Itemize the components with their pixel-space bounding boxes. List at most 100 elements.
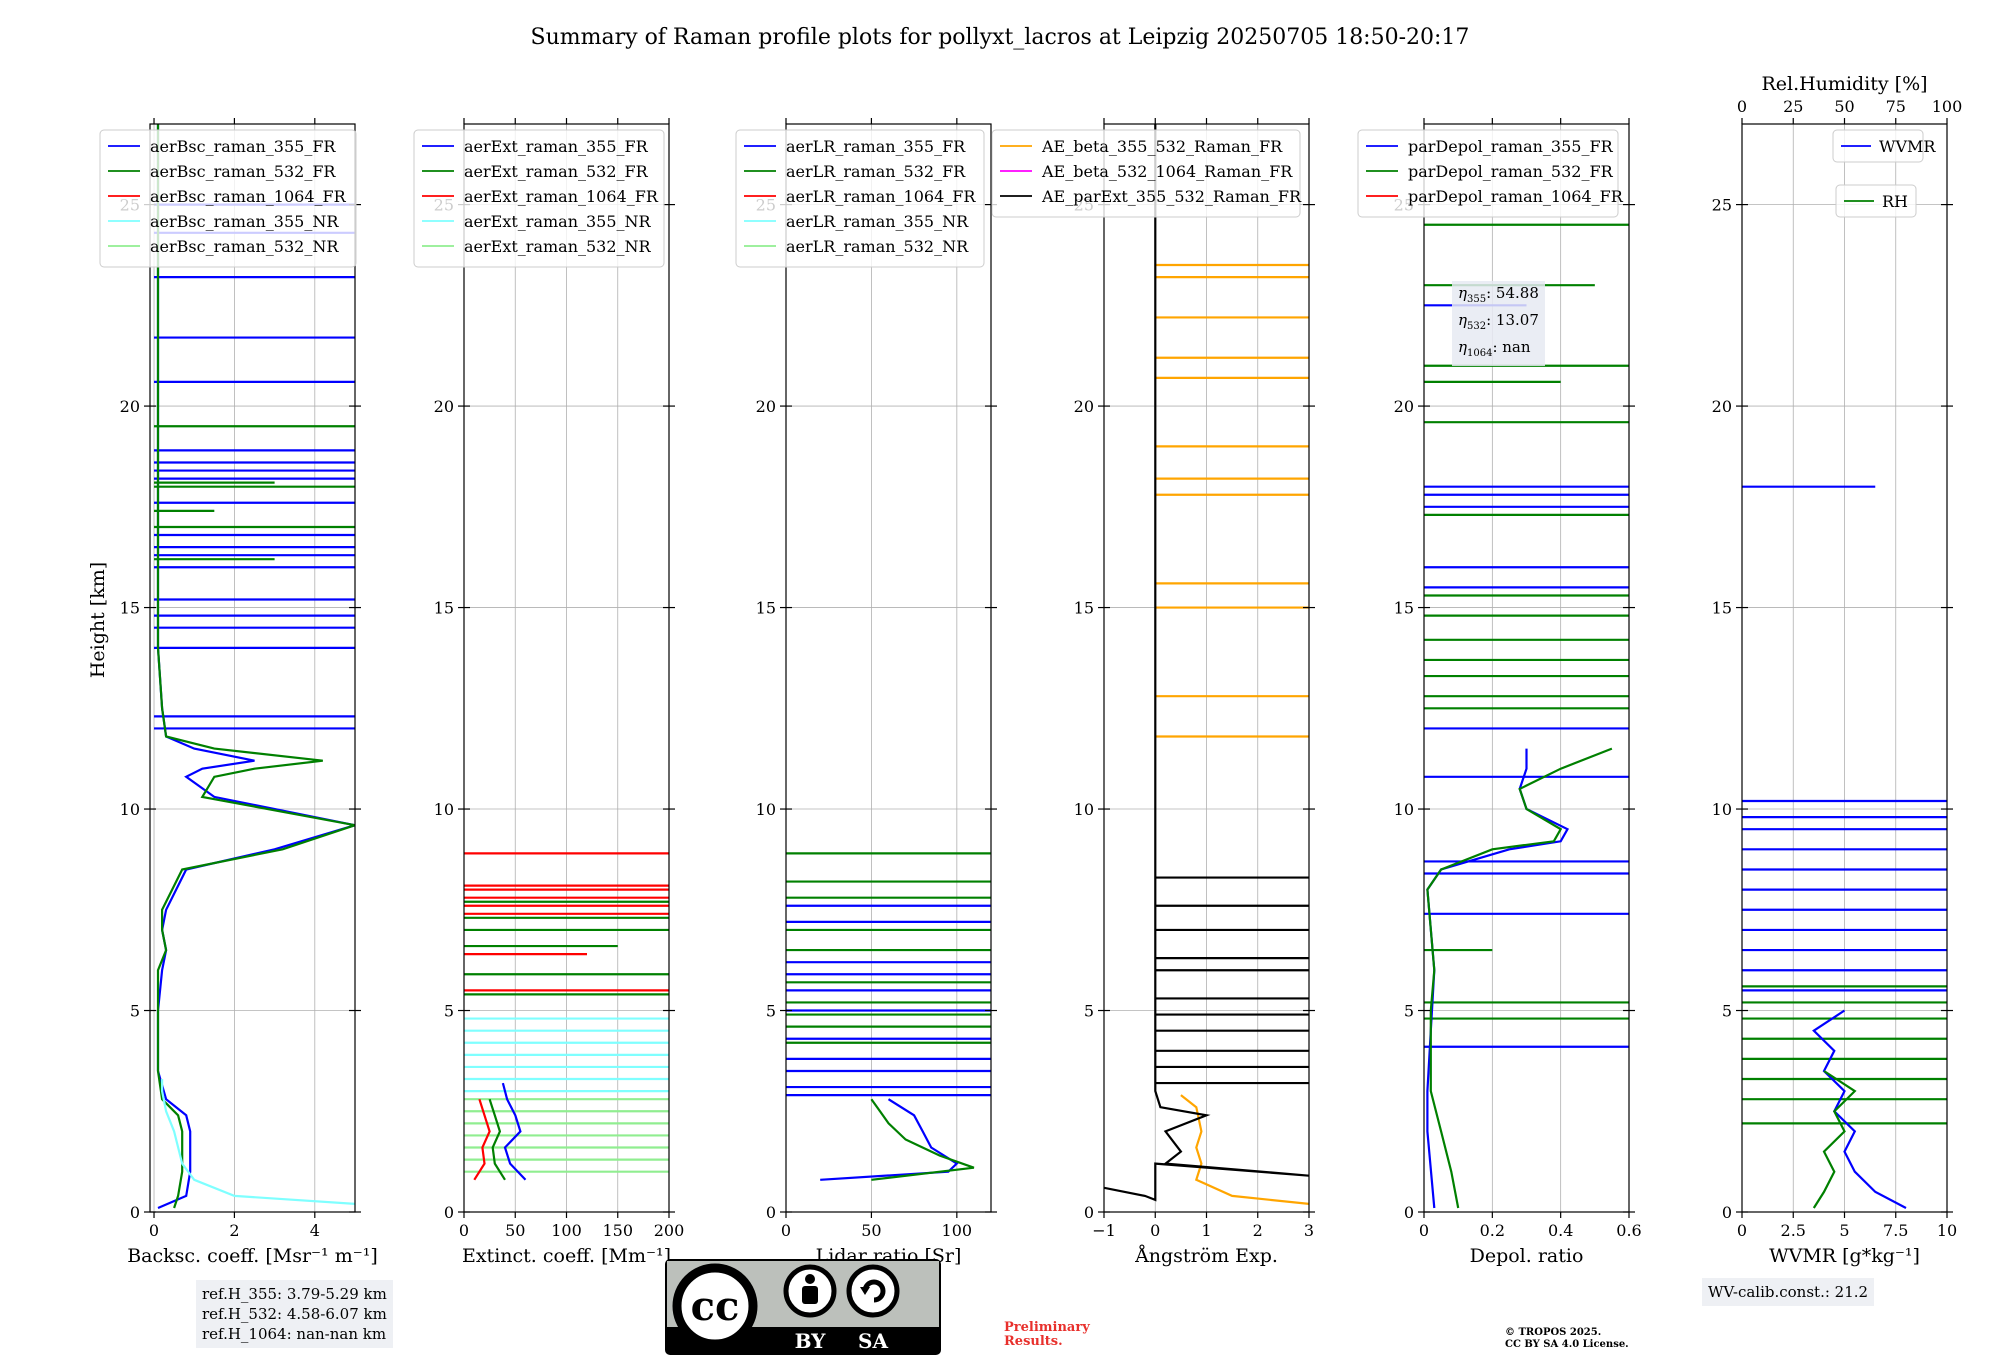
legend-entry: aerBsc_raman_532_NR (150, 237, 339, 256)
legend-entry: aerExt_raman_532_FR (464, 162, 649, 181)
y-tick-label: 0 (1722, 1203, 1732, 1222)
ref-height-355: ref.H_355: 3.79-5.29 km (202, 1285, 387, 1303)
legend-entry: aerBsc_raman_532_FR (150, 162, 336, 181)
y-tick-label: 15 (1394, 599, 1414, 618)
legend-rh: RH (1835, 184, 1917, 218)
series-aerBsc_raman_532_FR (156, 124, 355, 1209)
legend: aerLR_raman_355_FR aerLR_raman_532_FR aerL… (735, 129, 985, 268)
x-tick-label: 0.6 (1616, 1221, 1641, 1240)
x-tick-label: 7.5 (1883, 1221, 1908, 1240)
x-axis-label: Depol. ratio (1470, 1245, 1584, 1267)
top-x-axis-label: Rel.Humidity [%] (1761, 73, 1927, 95)
legend-entry: aerExt_raman_355_FR (464, 137, 649, 156)
y-tick-label: 20 (1074, 397, 1094, 416)
cc-by-sa-badge: cc BY SA (665, 1259, 941, 1355)
y-tick-label: 15 (120, 599, 140, 618)
x-tick-label: 150 (602, 1221, 633, 1240)
y-tick-label: 0 (766, 1203, 776, 1222)
y-tick-label: 10 (434, 800, 454, 819)
legend-frame (413, 129, 665, 268)
data-layer (464, 852, 669, 1181)
legend-entry: parDepol_raman_355_FR (1408, 137, 1614, 156)
panel-6: 0 5 10 15 20 25 0 2.5 5 7.5 10 WVMR [g*kg⁻¹] 0 25 50 75… (1712, 73, 1963, 1267)
legend-frame (1357, 129, 1619, 218)
x-tick-label: 50 (861, 1221, 881, 1240)
cc-logo-circle (672, 1263, 758, 1349)
axes-frame (785, 123, 992, 1213)
axes-frame (149, 123, 356, 1213)
legend-frame (99, 129, 357, 268)
series-RH (1812, 1070, 1857, 1209)
top-x-tick-label: 100 (1932, 97, 1963, 116)
y-tick-label: 0 (1084, 1203, 1094, 1222)
top-x-tick-label: 25 (1783, 97, 1803, 116)
sa-label: SA (858, 1329, 888, 1353)
series-WVMR (1812, 1009, 1907, 1209)
y-tick-label: 20 (120, 397, 140, 416)
x-tick-label: 5 (1839, 1221, 1849, 1240)
top-x-tick-label: 0 (1737, 97, 1747, 116)
legend-entry: aerLR_raman_532_NR (786, 237, 969, 256)
x-tick-label: 4 (310, 1221, 320, 1240)
top-x-tick-label: 50 (1834, 97, 1854, 116)
y-tick-label: 20 (434, 397, 454, 416)
y-tick-label: 10 (756, 800, 776, 819)
eta-532: η532: 13.07 (1458, 311, 1539, 332)
x-tick-label: 0 (459, 1221, 469, 1240)
y-tick-label: 5 (444, 1002, 454, 1021)
data-layer (1424, 223, 1629, 1209)
y-tick-label: 5 (766, 1002, 776, 1021)
copyright-note: © TROPOS 2025. CC BY SA 4.0 License. (1505, 1327, 1629, 1350)
series-aerExt_raman_1064_FR (473, 1098, 491, 1181)
axes-frame (1423, 123, 1630, 1213)
ref-height-1064: ref.H_1064: nan-nan km (202, 1325, 387, 1343)
legend: aerExt_raman_355_FR aerExt_raman_532_FRae… (413, 129, 665, 268)
legend: AE_beta_355_532_Raman_FR AE_beta_532_1064… (991, 129, 1302, 218)
y-tick-label: 10 (1712, 800, 1732, 819)
y-tick-label: 10 (120, 800, 140, 819)
legend-entry: WVMR (1879, 137, 1936, 156)
legend-entry: aerExt_raman_355_NR (464, 212, 652, 231)
x-tick-label: 200 (654, 1221, 685, 1240)
ref-heights-box: ref.H_355: 3.79-5.29 km ref.H_532: 4.58-… (196, 1280, 393, 1348)
y-tick-label: 15 (1712, 599, 1732, 618)
panel-3: 0510152025050100Lidar ratio [Sr]aerLR_ra… (735, 118, 997, 1267)
series-aerExt_raman_355_FR (501, 1082, 527, 1181)
legend-entry: parDepol_raman_1064_FR (1408, 187, 1624, 206)
x-axis-label: WVMR [g*kg⁻¹] (1769, 1245, 1920, 1267)
legend-entry: aerExt_raman_532_NR (464, 237, 652, 256)
panel-2: 0510152025050100150200Extinct. coeff. [M… (413, 118, 685, 1267)
y-tick-label: 10 (1394, 800, 1414, 819)
cc-logo-text: cc (691, 1283, 740, 1330)
series-aerBsc_raman_355_NR (161, 1079, 355, 1205)
legend: aerBsc_raman_355_FR aerBsc_raman_532_FRae… (99, 129, 357, 268)
legend-entry: aerLR_raman_532_FR (786, 162, 966, 181)
wv-calib-box: WV-calib.const.: 21.2 (1702, 1278, 1875, 1306)
y-tick-label: 5 (130, 1002, 140, 1021)
x-tick-label: 100 (942, 1221, 973, 1240)
share-alike-icon (846, 1264, 900, 1318)
by-label: BY (795, 1329, 827, 1353)
y-tick-label: 20 (1394, 397, 1414, 416)
series-aerLR_raman_532_FR (870, 1098, 975, 1181)
x-tick-label: 0 (1150, 1221, 1160, 1240)
legend-entry: aerLR_raman_355_FR (786, 137, 966, 156)
y-tick-label: 15 (1074, 599, 1094, 618)
legend-entry: RH (1882, 192, 1908, 211)
series-aerLR_raman_355_FR (820, 1098, 959, 1181)
y-tick-label: 15 (434, 599, 454, 618)
y-axis-label: Height [km] (87, 562, 109, 678)
x-tick-label: 2 (229, 1221, 239, 1240)
legend-wvmr: WVMR (1832, 129, 1936, 163)
y-tick-label: 10 (1074, 800, 1094, 819)
x-tick-label: 0 (1419, 1221, 1429, 1240)
y-tick-label: 25 (1712, 196, 1732, 215)
wv-calib-text: WV-calib.const.: 21.2 (1708, 1283, 1869, 1301)
data-layer (1104, 124, 1309, 1205)
x-axis-label: Backsc. coeff. [Msr⁻¹ m⁻¹] (127, 1245, 378, 1267)
figure-title: Summary of Raman profile plots for polly… (531, 25, 1470, 50)
legend-entry: parDepol_raman_532_FR (1408, 162, 1614, 181)
legend-frame (1835, 184, 1917, 218)
series-AE_beta_355_532_Raman_FR (1180, 1094, 1309, 1205)
